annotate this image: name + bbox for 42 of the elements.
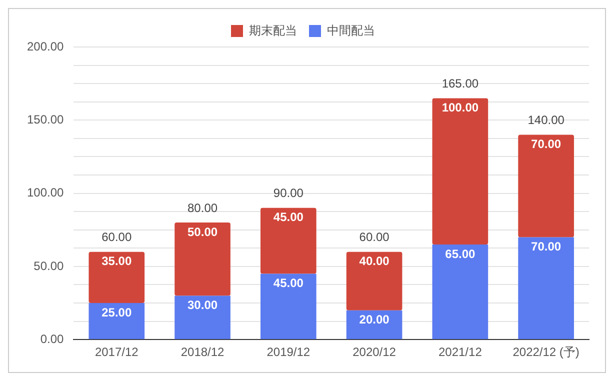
bar [260,208,316,274]
data-label: 35.00 [102,254,132,268]
bar [518,237,574,340]
data-label: 70.00 [531,137,562,152]
total-label: 60.00 [102,230,132,244]
bar [432,98,488,245]
bar [174,296,230,340]
bar [346,252,402,310]
bar [88,303,145,340]
legend-label: 中間配当 [327,23,375,38]
total-label: 80.00 [188,200,218,215]
x-tick-label: 2018/12 [180,345,225,360]
y-tick-label: 150.00 [27,112,64,126]
total-label: 165.00 [442,76,479,91]
bar [260,274,316,340]
data-label: 20.00 [359,312,390,327]
bar [174,222,230,296]
y-tick-label: 100.00 [27,186,64,200]
data-label: 50.00 [188,224,218,239]
data-label: 30.00 [188,298,218,312]
x-tick-label: 2019/12 [266,345,310,360]
x-tick-label: 2017/12 [94,345,139,360]
y-tick-label: 50.00 [34,258,64,273]
bar [432,244,488,340]
y-tick-label: 0.00 [40,332,64,346]
x-tick-label: 2021/12 [438,345,482,360]
data-label: 70.00 [531,240,562,254]
data-label: 45.00 [273,210,304,224]
data-label: 40.00 [359,254,390,268]
total-label: 60.00 [359,230,390,244]
x-tick-label: 2022/12 (予) [512,345,580,360]
legend-label: 期末配当 [249,23,297,38]
y-tick-label: 200.00 [27,39,64,54]
bar [518,134,574,238]
total-label: 140.00 [528,113,565,128]
data-label: 45.00 [273,276,304,290]
data-label: 25.00 [102,305,132,320]
x-tick-label: 2020/12 [352,345,396,360]
total-label: 90.00 [273,186,304,200]
bar [88,252,145,304]
data-label: 100.00 [442,100,479,115]
data-label: 65.00 [445,246,476,261]
